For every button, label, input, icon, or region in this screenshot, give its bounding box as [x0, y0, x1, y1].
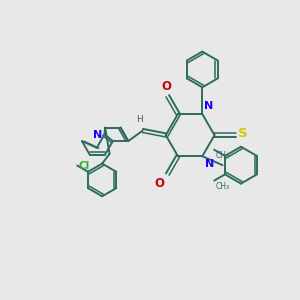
Text: N: N [205, 159, 214, 169]
Text: Cl: Cl [79, 160, 90, 170]
Text: O: O [154, 177, 164, 190]
Text: S: S [238, 127, 247, 140]
Text: H: H [136, 115, 143, 124]
Text: CH₃: CH₃ [215, 151, 230, 160]
Text: O: O [161, 80, 171, 93]
Text: N: N [94, 130, 103, 140]
Text: N: N [204, 101, 213, 111]
Text: CH₃: CH₃ [215, 182, 230, 191]
